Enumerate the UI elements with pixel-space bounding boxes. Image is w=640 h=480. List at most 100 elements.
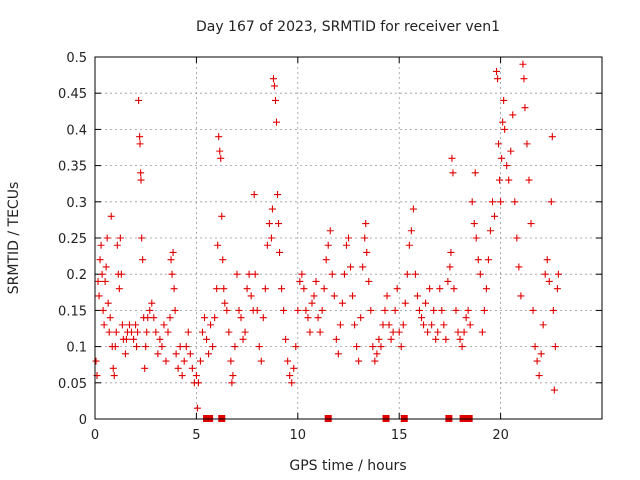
data-point [349, 292, 357, 300]
data-point [551, 343, 559, 351]
data-point [497, 198, 505, 206]
data-point [135, 96, 143, 104]
data-point [513, 234, 521, 242]
data-point [326, 227, 334, 235]
data-point [141, 364, 149, 372]
data-point [482, 285, 490, 293]
data-point [251, 270, 259, 278]
data-point [472, 234, 480, 242]
data-point [253, 306, 261, 314]
data-point [308, 299, 316, 307]
data-point [170, 285, 178, 293]
data-point [142, 343, 150, 351]
data-point [320, 285, 328, 293]
data-point [413, 292, 421, 300]
x-tick-label: 20 [492, 428, 509, 443]
data-point [371, 357, 379, 365]
data-point [375, 335, 383, 343]
data-point [373, 350, 381, 358]
data-point [152, 328, 160, 336]
data-point [117, 270, 125, 278]
data-point [150, 314, 158, 322]
data-point [138, 234, 146, 242]
data-point [385, 321, 393, 329]
data-point [466, 321, 474, 329]
data-point [261, 285, 269, 293]
data-point [462, 314, 470, 322]
data-point [255, 343, 263, 351]
data-point [268, 205, 276, 213]
data-point [363, 248, 371, 256]
data-point [269, 75, 277, 83]
y-tick-label: 0.35 [58, 160, 87, 175]
data-point [452, 306, 460, 314]
data-point [474, 256, 482, 264]
data-point [523, 140, 531, 148]
data-point [205, 350, 213, 358]
data-point [136, 140, 144, 148]
data-point [537, 350, 545, 358]
data-point [221, 299, 229, 307]
data-point [97, 241, 105, 249]
y-tick-label: 0.25 [58, 232, 87, 247]
data-point [460, 328, 468, 336]
data-point [278, 285, 286, 293]
data-point [137, 169, 145, 177]
data-point [428, 321, 436, 329]
data-point [332, 335, 340, 343]
data-point [257, 357, 265, 365]
data-point [365, 277, 373, 285]
data-point [288, 379, 296, 387]
data-point [111, 343, 119, 351]
data-point [450, 285, 458, 293]
data-point [391, 306, 399, 314]
data-point [196, 357, 204, 365]
y-tick-label: 0.3 [66, 196, 87, 211]
data-point [101, 277, 109, 285]
data-point [499, 118, 507, 126]
data-point [94, 277, 102, 285]
data-point [298, 270, 306, 278]
x-tick-label: 15 [391, 428, 408, 443]
data-point [245, 270, 253, 278]
data-point [121, 350, 129, 358]
data-point [125, 321, 133, 329]
data-point [122, 335, 130, 343]
data-point [103, 234, 111, 242]
y-axis-title: SRMTID / TECUs [6, 182, 22, 295]
data-point [470, 220, 478, 228]
data-point [243, 285, 251, 293]
data-point [194, 379, 202, 387]
data-point [182, 343, 190, 351]
data-point [418, 314, 426, 322]
data-point [520, 75, 528, 83]
data-point [446, 263, 454, 271]
data-point [213, 285, 221, 293]
data-point [357, 314, 365, 322]
data-point [517, 292, 525, 300]
data-point [478, 328, 486, 336]
data-point [505, 176, 513, 184]
data-point [430, 306, 438, 314]
data-point [115, 285, 123, 293]
data-point [134, 328, 142, 336]
data-point [100, 321, 108, 329]
data-point [383, 292, 391, 300]
x-axis-title: GPS time / hours [289, 458, 406, 474]
data-point [340, 270, 348, 278]
data-point [503, 162, 511, 170]
data-point [137, 176, 145, 184]
data-point [300, 285, 308, 293]
data-point [267, 234, 275, 242]
data-point [219, 256, 227, 264]
data-point [498, 154, 506, 162]
data-point [186, 350, 194, 358]
data-point [494, 75, 502, 83]
data-point [218, 212, 226, 220]
data-point [217, 154, 225, 162]
data-point [395, 328, 403, 336]
data-point [426, 285, 434, 293]
data-point [203, 335, 211, 343]
data-point [409, 205, 417, 213]
data-point [468, 198, 476, 206]
